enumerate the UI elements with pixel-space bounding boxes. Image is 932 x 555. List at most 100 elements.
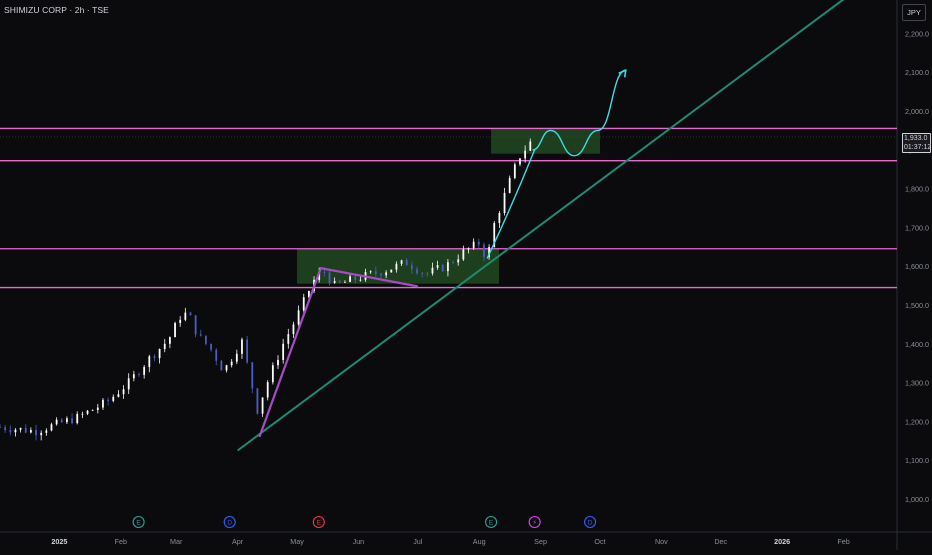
candle-body	[55, 419, 58, 425]
candle-body	[302, 297, 305, 311]
candle-body	[416, 269, 418, 274]
event-icon-letter: D	[588, 520, 593, 527]
candle-body	[256, 388, 259, 414]
candle-body	[19, 427, 22, 430]
candle-body	[359, 279, 362, 281]
candle-body	[333, 281, 336, 284]
candle-body	[179, 319, 182, 324]
candle-body	[266, 382, 269, 398]
event-icon-ring	[132, 515, 145, 529]
candle-body	[122, 389, 125, 395]
candle-body	[112, 396, 115, 401]
projection-arrowhead	[618, 68, 627, 78]
x-tick-label: Nov	[655, 537, 668, 546]
purple-pattern-line	[258, 266, 419, 438]
candle-body	[513, 164, 516, 178]
candle-body	[447, 262, 449, 272]
candle-body	[194, 315, 197, 335]
last-price-value: 1,933.0	[904, 135, 928, 142]
candle-body	[127, 378, 130, 390]
dividend-icon[interactable]: D	[584, 515, 597, 529]
x-tick-label: 2026	[774, 537, 790, 546]
candle-body	[297, 310, 300, 325]
candle-body	[426, 273, 429, 275]
cyan-trend-curve	[486, 149, 536, 259]
candle-body	[369, 271, 372, 273]
x-tick-label: Dec	[714, 537, 727, 546]
x-tick-label: Apr	[232, 537, 244, 546]
candle-body	[235, 353, 238, 362]
candle-body	[153, 356, 156, 359]
candle-body	[410, 265, 413, 270]
candle-body	[210, 343, 212, 350]
candle-body	[529, 141, 532, 151]
candle-body	[493, 223, 496, 248]
x-tick-label: 2025	[51, 537, 67, 546]
candle-body	[323, 271, 326, 273]
y-tick-label: 1,400.0	[905, 340, 929, 349]
candle-body	[76, 413, 79, 424]
event-icon-letter: E	[489, 520, 494, 527]
candle-body	[354, 276, 357, 280]
candle-body	[205, 335, 207, 344]
candle-body	[405, 260, 408, 266]
candle-body	[91, 409, 94, 411]
candle-body	[441, 265, 444, 272]
candle-body	[400, 260, 403, 264]
candle-body	[117, 394, 120, 397]
y-tick-label: 1,600.0	[905, 262, 929, 271]
x-tick-label: Sep	[534, 537, 547, 546]
candle-body	[81, 413, 84, 415]
candle-body	[40, 432, 43, 436]
candle-body	[86, 410, 89, 414]
currency-button[interactable]: JPY	[902, 4, 926, 21]
x-tick-label: Oct	[594, 537, 605, 546]
candle-body	[35, 430, 37, 436]
candle-body	[498, 213, 501, 224]
candle-body	[102, 399, 104, 408]
x-tick-label: Jul	[413, 537, 423, 546]
candle-body	[519, 158, 521, 165]
candle-body	[45, 430, 48, 433]
earnings-icon[interactable]: E	[132, 515, 145, 529]
candle-body	[184, 312, 187, 320]
candle-body	[483, 244, 485, 257]
dividend-icon[interactable]: D	[223, 515, 236, 529]
candle-body	[477, 241, 480, 245]
candle-body	[390, 269, 393, 273]
candle-body	[467, 248, 470, 250]
candle-body	[189, 312, 192, 316]
event-icon-ring	[223, 515, 236, 529]
x-tick-label: Feb	[115, 537, 127, 546]
event-icon-letter: E	[317, 520, 322, 527]
event-icon-ring	[584, 515, 597, 529]
candle-body	[50, 424, 53, 431]
event-icon-letter: E	[136, 520, 141, 527]
candle-body	[338, 281, 341, 283]
consolidation-box	[297, 248, 499, 284]
candle-body	[158, 349, 161, 359]
candle-body	[96, 407, 99, 410]
candle-body	[107, 399, 110, 401]
split-icon[interactable]: ⚡	[528, 515, 541, 529]
candle-body	[9, 430, 12, 433]
candle-body	[524, 150, 527, 159]
x-tick-label: Jun	[353, 537, 365, 546]
y-tick-label: 1,800.0	[905, 185, 929, 194]
event-icon-ring	[312, 515, 325, 529]
candle-body	[282, 343, 285, 360]
candle-body	[60, 419, 63, 423]
candle-body	[71, 418, 73, 424]
y-tick-label: 2,000.0	[905, 107, 929, 116]
candle-body	[0, 427, 1, 429]
candle-body	[503, 192, 506, 214]
candle-body	[395, 263, 398, 270]
y-tick-label: 2,100.0	[905, 68, 929, 77]
y-tick-label: 1,000.0	[905, 495, 929, 504]
earnings-icon[interactable]: E	[485, 515, 498, 529]
earnings-icon[interactable]: E	[312, 515, 325, 529]
candle-body	[431, 267, 434, 274]
candle-body	[436, 265, 439, 268]
